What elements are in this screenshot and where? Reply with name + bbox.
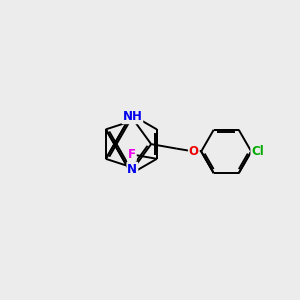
Text: F: F bbox=[128, 148, 136, 161]
Text: N: N bbox=[128, 163, 137, 176]
Text: NH: NH bbox=[122, 110, 142, 123]
Text: O: O bbox=[189, 145, 199, 158]
Text: Cl: Cl bbox=[251, 145, 264, 158]
